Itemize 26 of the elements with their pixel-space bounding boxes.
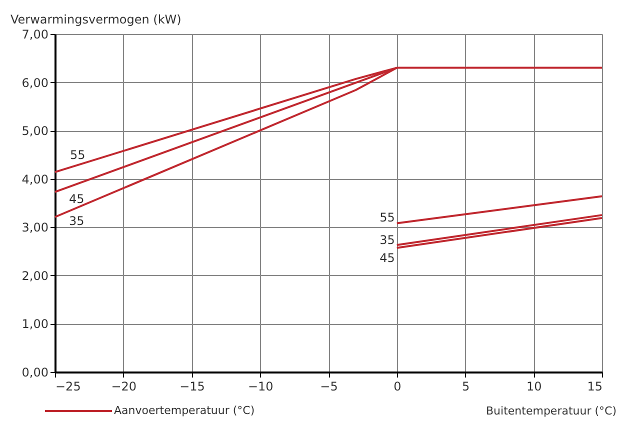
- x-tick-label: −15: [180, 380, 205, 394]
- x-tick-label: −20: [111, 380, 137, 394]
- series-label: 55: [380, 210, 395, 224]
- x-tick-label: 5: [462, 380, 470, 394]
- series-label: 35: [380, 233, 395, 248]
- series-label: 35: [69, 214, 84, 228]
- y-tick-label: 5,00: [22, 124, 48, 138]
- y-tick-label: 7,00: [22, 28, 48, 42]
- x-tick-label: −25: [56, 380, 81, 394]
- y-tick-label: 6,00: [22, 76, 48, 90]
- x-tick-label: 15: [587, 380, 602, 394]
- y-tick-label: 3,00: [22, 220, 48, 235]
- x-axis-title: Buitentemperatuur (°C): [486, 404, 616, 418]
- series-label: 45: [380, 250, 395, 265]
- y-tick-label: 1,00: [22, 317, 48, 332]
- x-tick-label: −10: [248, 380, 274, 394]
- x-tick-label: −5: [320, 380, 338, 394]
- series-label: 55: [70, 148, 86, 162]
- x-tick-label: 0: [394, 380, 402, 394]
- series-label: 45: [69, 192, 84, 206]
- y-tick-label: 0,00: [22, 366, 48, 380]
- y-tick-label: 4,00: [22, 172, 48, 186]
- legend-title: Aanvoertemperatuur (°C): [114, 404, 255, 417]
- y-axis-title: Verwarmingsvermogen (kW): [10, 12, 182, 26]
- x-tick-label: 10: [526, 380, 542, 394]
- y-tick-label: 2,00: [22, 268, 48, 283]
